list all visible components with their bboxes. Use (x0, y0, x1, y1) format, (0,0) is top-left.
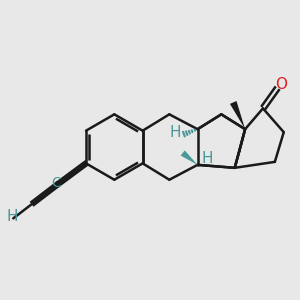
Polygon shape (181, 150, 198, 165)
Text: O: O (275, 77, 287, 92)
Text: H: H (6, 209, 17, 224)
Text: H: H (201, 152, 213, 166)
Text: C: C (52, 176, 61, 190)
Polygon shape (230, 101, 245, 129)
Text: H: H (169, 125, 181, 140)
